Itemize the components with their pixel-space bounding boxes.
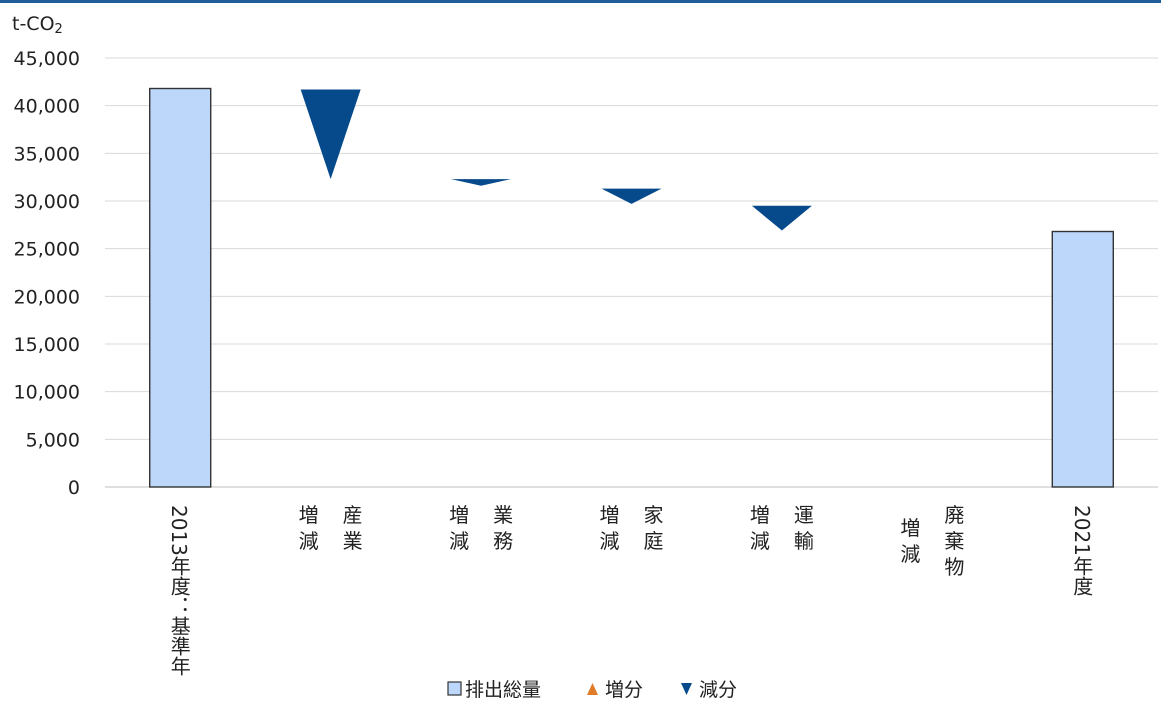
x-category-label-left: 増減 <box>449 503 469 553</box>
total-emission-bar <box>149 87 212 488</box>
y-tick-label: 35,000 <box>14 143 80 165</box>
decrease-marker <box>751 205 812 231</box>
x-category-label: 2013年度：基準年 <box>167 505 191 676</box>
x-category-label-right: 業務 <box>493 503 513 553</box>
decrease-marker <box>451 179 512 186</box>
y-tick-label: 10,000 <box>14 382 80 404</box>
x-category-label-right: 廃棄物 <box>944 503 964 579</box>
chart-marks <box>149 87 1114 488</box>
y-tick-label: 45,000 <box>14 48 80 70</box>
y-tick-label: 0 <box>68 477 80 499</box>
legend-swatch-decrease <box>681 683 692 695</box>
unit-main-text: t-CO <box>12 13 55 35</box>
legend-swatch-increase <box>587 683 598 695</box>
x-category-label-right: 運輸 <box>794 503 814 553</box>
x-category-label-left: 増減 <box>600 503 620 553</box>
unit-subscript: 2 <box>55 22 63 37</box>
y-tick-label: 5,000 <box>26 429 80 451</box>
y-tick-label: 15,000 <box>14 334 80 356</box>
legend-label-increase: 増分 <box>605 679 643 701</box>
x-category-label-left: 増減 <box>750 503 770 553</box>
legend-swatch-total <box>447 681 462 696</box>
y-axis-tick-labels: 0 5,000 10,000 15,000 20,000 25,000 30,000 35,0… <box>14 48 80 499</box>
gridlines <box>105 57 1158 488</box>
decrease-marker <box>300 89 361 180</box>
x-category-label-right: 産業 <box>343 503 363 553</box>
y-tick-label: 25,000 <box>14 239 80 261</box>
legend-label-decrease: 減分 <box>699 679 737 701</box>
y-tick-label: 20,000 <box>14 286 80 308</box>
legend: 排出総量 増分 減分 <box>447 679 737 701</box>
decrease-marker <box>601 188 662 204</box>
y-axis-unit-label: t-CO2 <box>12 13 63 37</box>
y-tick-label: 30,000 <box>14 191 80 213</box>
x-category-label: 2021年度 <box>1070 505 1094 596</box>
legend-label-total: 排出総量 <box>465 679 541 701</box>
y-tick-label: 40,000 <box>14 96 80 118</box>
x-category-label-left: 増減 <box>900 516 920 566</box>
x-category-label-right: 家庭 <box>644 503 664 553</box>
top-border <box>0 0 1161 3</box>
x-category-label-left: 増減 <box>299 503 319 553</box>
total-emission-bar <box>1051 230 1114 488</box>
